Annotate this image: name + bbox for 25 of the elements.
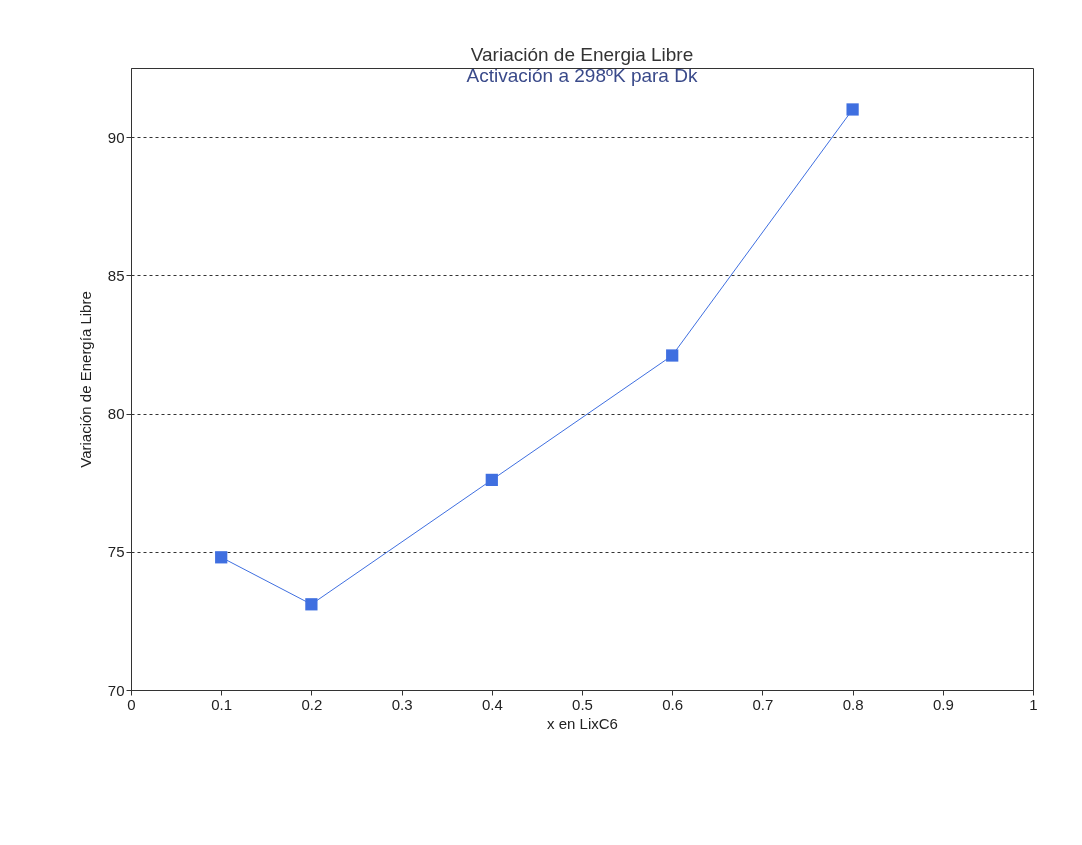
x-tick-label: 0 — [127, 695, 136, 713]
point — [485, 473, 498, 487]
x-tick-label: 0.5 — [572, 695, 593, 713]
y-tick-label: 75 — [107, 543, 125, 561]
y-tick-label: 90 — [107, 128, 125, 146]
x-tick-label: 1 — [1029, 695, 1038, 713]
x-tick-label: 0.3 — [391, 695, 413, 713]
x-tick-label: 0.4 — [481, 695, 503, 713]
x-tick-label: 0.6 — [662, 695, 684, 713]
x-tick-label: 0.2 — [301, 695, 323, 713]
y-tick-label: 85 — [107, 266, 125, 284]
chart-title: Variación de Energia Libre — [470, 44, 694, 65]
y-tick-label: 80 — [107, 405, 125, 423]
y-tick-label: 70 — [107, 681, 125, 699]
point — [215, 551, 228, 564]
x-tick-label: 0.8 — [842, 695, 864, 713]
point — [305, 598, 318, 611]
x-tick-label: 0.1 — [211, 695, 233, 713]
chart-subtitle: Activación a 298ºK para Dk — [466, 65, 698, 86]
x-axis-title: x en LixC6 — [547, 714, 618, 732]
x-tick-label: 0.9 — [932, 695, 954, 713]
x-tick-label: 0.7 — [752, 695, 774, 713]
y-axis-title: Variación de Energía Libre — [76, 291, 94, 468]
point — [666, 349, 679, 362]
point — [846, 103, 859, 116]
